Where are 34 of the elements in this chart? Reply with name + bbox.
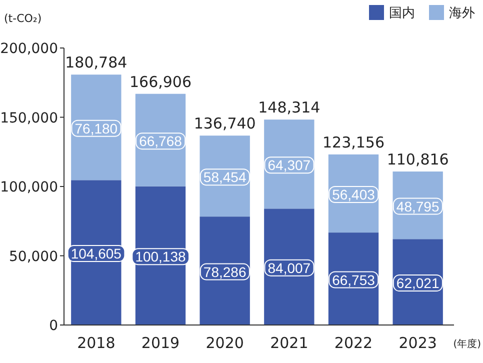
y-tick-label: 50,000 bbox=[9, 248, 58, 265]
total-label: 110,816 bbox=[386, 150, 449, 169]
data-label: 78,286 bbox=[203, 264, 246, 280]
total-label: 136,740 bbox=[194, 114, 256, 133]
x-tick-label: 2021 bbox=[270, 334, 308, 352]
x-axis-title: (年度) bbox=[453, 338, 482, 350]
data-label: 56,403 bbox=[332, 186, 376, 202]
data-label: 100,138 bbox=[135, 248, 186, 265]
total-label: 166,906 bbox=[129, 72, 192, 91]
x-tick-label: 2022 bbox=[334, 334, 373, 352]
x-tick-label: 2018 bbox=[77, 334, 116, 352]
data-label: 104,605 bbox=[70, 246, 122, 262]
data-label: 84,007 bbox=[268, 260, 311, 276]
data-label: 76,180 bbox=[74, 120, 118, 136]
x-tick-label: 2019 bbox=[141, 334, 180, 352]
y-axis-title: (t-CO₂) bbox=[4, 12, 42, 25]
data-label: 62,021 bbox=[396, 275, 440, 292]
total-label: 148,314 bbox=[258, 98, 320, 117]
legend-label: 国内 bbox=[389, 6, 415, 21]
x-tick-label: 2023 bbox=[398, 334, 437, 352]
data-label: 48,795 bbox=[396, 198, 440, 214]
bar bbox=[264, 208, 314, 325]
y-tick-label: 100,000 bbox=[0, 180, 58, 196]
total-label: 180,784 bbox=[65, 54, 128, 72]
y-tick-label: 150,000 bbox=[0, 110, 58, 126]
x-tick-label: 2020 bbox=[206, 334, 244, 352]
data-label: 58,454 bbox=[203, 169, 246, 186]
total-label: 123,156 bbox=[322, 133, 385, 152]
y-tick-label: 0 bbox=[49, 318, 58, 334]
data-label: 64,307 bbox=[268, 157, 311, 174]
legend-label: 海外 bbox=[449, 6, 475, 21]
y-tick-label: 200,000 bbox=[0, 41, 58, 57]
data-label: 66,768 bbox=[139, 133, 182, 150]
data-label: 66,753 bbox=[332, 272, 376, 288]
